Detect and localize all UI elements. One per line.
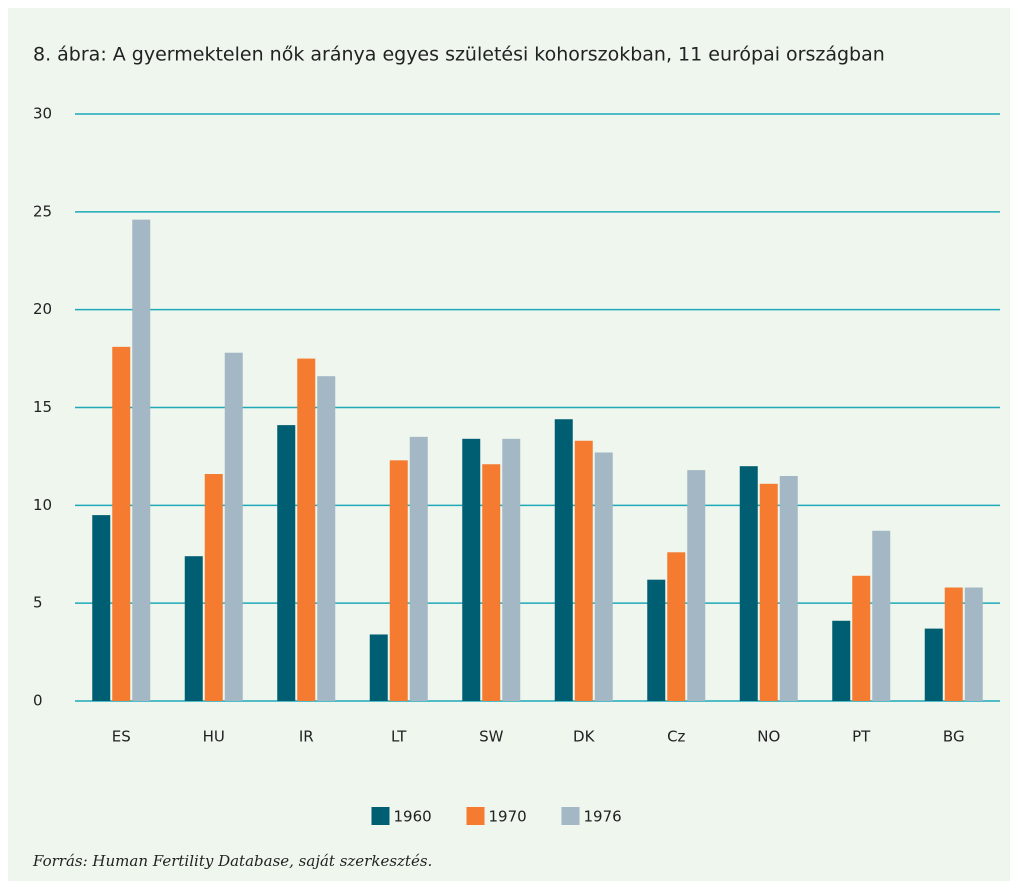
legend-swatch: [466, 807, 485, 825]
x-tick-label: Cz: [667, 728, 685, 746]
bar: [872, 530, 891, 701]
y-tick-label: 25: [33, 202, 52, 220]
legend-label: 1976: [584, 808, 622, 826]
bar: [297, 358, 316, 701]
bar: [462, 438, 481, 701]
source-note: Forrás: Human Fertility Database, saját …: [32, 852, 432, 870]
x-tick-label: NO: [757, 728, 780, 746]
x-tick-label: BG: [943, 728, 965, 746]
bar: [924, 628, 943, 701]
bar: [409, 436, 428, 701]
bar: [112, 346, 131, 701]
bar: [779, 475, 798, 701]
bar: [667, 552, 686, 701]
legend-label: 1970: [489, 808, 527, 826]
y-tick-label: 15: [33, 398, 52, 416]
legend-swatch: [561, 807, 580, 825]
y-tick-label: 0: [33, 692, 43, 710]
bar: [277, 425, 296, 701]
x-tick-label: DK: [573, 728, 596, 746]
y-tick-label: 20: [33, 300, 52, 318]
bar: [502, 438, 521, 701]
bar: [687, 470, 706, 701]
bar: [852, 575, 871, 701]
bar: [964, 587, 983, 701]
x-tick-label: HU: [203, 728, 225, 746]
x-tick-label: PT: [852, 728, 871, 746]
bar: [759, 483, 778, 701]
bar: [92, 515, 111, 701]
bar: [224, 352, 243, 701]
legend-label: 1960: [394, 808, 432, 826]
bar: [832, 620, 851, 701]
x-tick-label: SW: [479, 728, 504, 746]
y-tick-label: 5: [33, 594, 43, 612]
bar: [482, 464, 501, 701]
y-tick-label: 30: [33, 105, 52, 123]
x-tick-label: IR: [299, 728, 314, 746]
chart-title: 8. ábra: A gyermektelen nők aránya egyes…: [33, 44, 885, 66]
bar: [204, 474, 223, 701]
x-tick-label: LT: [391, 728, 407, 746]
bar: [317, 376, 336, 701]
bar: [369, 634, 388, 701]
bar: [594, 452, 613, 701]
bar: [944, 587, 963, 701]
bar: [739, 466, 758, 701]
bar: [389, 460, 408, 701]
bar: [132, 219, 151, 701]
bar: [647, 579, 666, 701]
bar: [574, 440, 593, 701]
bar: [554, 419, 573, 701]
legend-swatch: [371, 807, 390, 825]
y-tick-label: 10: [33, 496, 52, 514]
bar: [184, 556, 203, 701]
x-tick-label: ES: [112, 728, 131, 746]
